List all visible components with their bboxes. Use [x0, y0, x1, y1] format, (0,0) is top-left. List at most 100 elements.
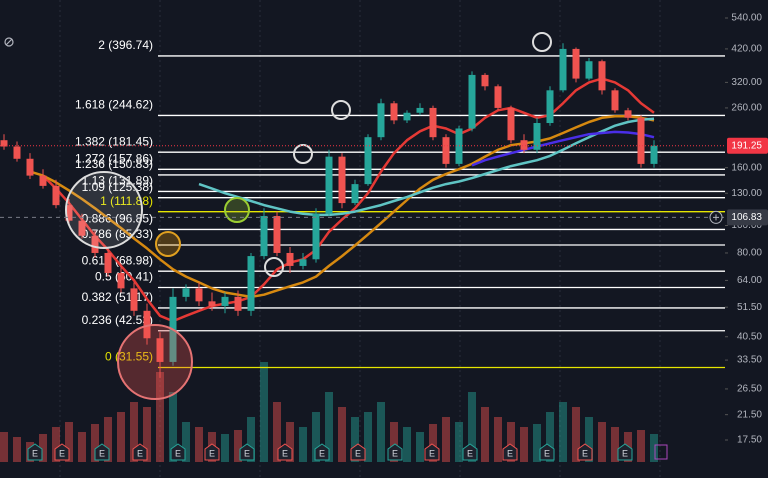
volume-bar — [442, 417, 450, 462]
volume-bar — [364, 412, 372, 462]
y-tick-label: 21.50 — [737, 409, 762, 420]
fib-label: 0.236 (42.53) — [82, 313, 153, 327]
volume-bar — [13, 437, 21, 462]
event-label: E — [582, 448, 588, 458]
annotation-circle — [532, 32, 552, 52]
annotation-circle — [293, 144, 313, 164]
candle-body — [559, 48, 567, 91]
volume-bar — [143, 407, 151, 462]
event-marker — [577, 443, 593, 461]
event-label: E — [355, 448, 361, 458]
event-label: E — [622, 448, 628, 458]
event-label: E — [544, 448, 550, 458]
candle-body — [507, 107, 515, 141]
candle-body — [637, 117, 645, 164]
event-marker — [94, 443, 110, 461]
event-label: E — [467, 448, 473, 458]
volume-bar — [390, 422, 398, 462]
toolbar-icon[interactable] — [4, 37, 14, 47]
volume-bar — [130, 402, 138, 462]
annotation-circle — [65, 171, 143, 249]
event-label: E — [209, 448, 215, 458]
event-label: E — [175, 448, 181, 458]
volume-bar — [91, 424, 99, 462]
candle-body — [364, 137, 372, 185]
fib-label: 0.886 (96.85) — [82, 212, 153, 226]
price-tag-label: 106.83 — [731, 212, 762, 223]
volume-bar — [507, 422, 515, 462]
volume-bar — [468, 392, 476, 462]
volume-bar — [650, 434, 658, 462]
y-tick-label: 100.00 — [731, 220, 762, 231]
volume-bar — [260, 362, 268, 462]
event-marker — [387, 443, 403, 461]
candle-body — [286, 252, 294, 266]
volume-bar — [39, 434, 47, 462]
fib-label: 1.09 (125.38) — [82, 180, 153, 194]
candle-body — [0, 140, 8, 147]
event-marker — [239, 443, 255, 461]
fib-label: 1.236 (150.83) — [75, 157, 153, 171]
candle-body — [442, 137, 450, 164]
y-tick-label: 160.00 — [731, 162, 762, 173]
candle-body — [156, 338, 164, 362]
y-tick-label: 40.50 — [737, 331, 762, 342]
volume-layer — [0, 362, 658, 462]
annotation-circle — [224, 197, 250, 223]
volume-bar — [546, 412, 554, 462]
candle-body — [377, 103, 385, 138]
candle-body — [182, 288, 190, 297]
y-tick-label: 130.00 — [731, 188, 762, 199]
price-axis: 540.00 420.00 320.00 260.00 160.00 130.00 100.… — [0, 13, 768, 446]
event-marker-upcoming — [654, 444, 668, 460]
candle-body — [351, 184, 359, 204]
candle-body — [520, 140, 528, 150]
candle-body — [468, 74, 476, 129]
candle-body — [104, 252, 112, 273]
fib-label: 0 (31.55) — [105, 350, 153, 364]
candle-body — [546, 90, 554, 124]
volume-bar — [182, 422, 190, 462]
y-tick-label: 420.00 — [731, 44, 762, 55]
volume-bar — [234, 430, 242, 462]
volume-bar — [156, 372, 164, 462]
volume-bar — [286, 422, 294, 462]
event-marker — [132, 443, 148, 461]
candle-body — [13, 146, 21, 159]
candle-body — [39, 175, 47, 186]
moving-average — [198, 117, 655, 217]
annotation-circle — [331, 100, 351, 120]
volume-bar — [416, 432, 424, 462]
fib-label: 1.382 (181.45) — [75, 134, 153, 148]
candle-body — [130, 288, 138, 311]
volume-bar — [299, 427, 307, 462]
volume-bar — [169, 392, 177, 462]
candle-body — [52, 185, 60, 206]
event-marker — [539, 443, 555, 461]
candle-body — [338, 156, 346, 204]
volume-bar — [403, 427, 411, 462]
y-tick-label: 80.00 — [737, 248, 762, 259]
event-marker — [350, 443, 366, 461]
volume-bar — [65, 422, 73, 462]
event-marker — [54, 443, 70, 461]
event-marker — [314, 443, 330, 461]
candle-body — [416, 107, 424, 113]
candle-body — [650, 145, 658, 164]
candle-body — [312, 213, 320, 260]
y-tick-label: 26.50 — [737, 384, 762, 395]
y-tick-label: 33.50 — [737, 355, 762, 366]
annotation-circle — [117, 324, 193, 400]
candle-body — [260, 216, 268, 257]
volume-bar — [117, 412, 125, 462]
candle-body — [247, 256, 255, 311]
volume-bar — [494, 417, 502, 462]
candle-body — [117, 272, 125, 289]
annotation-circle — [264, 257, 284, 277]
volume-bar — [338, 407, 346, 462]
moving-average — [471, 130, 655, 167]
y-tick-label: 51.50 — [737, 302, 762, 313]
add-icon — [713, 214, 719, 221]
event-marker — [617, 443, 633, 461]
fib-label: 1.618 (244.62) — [75, 98, 153, 112]
